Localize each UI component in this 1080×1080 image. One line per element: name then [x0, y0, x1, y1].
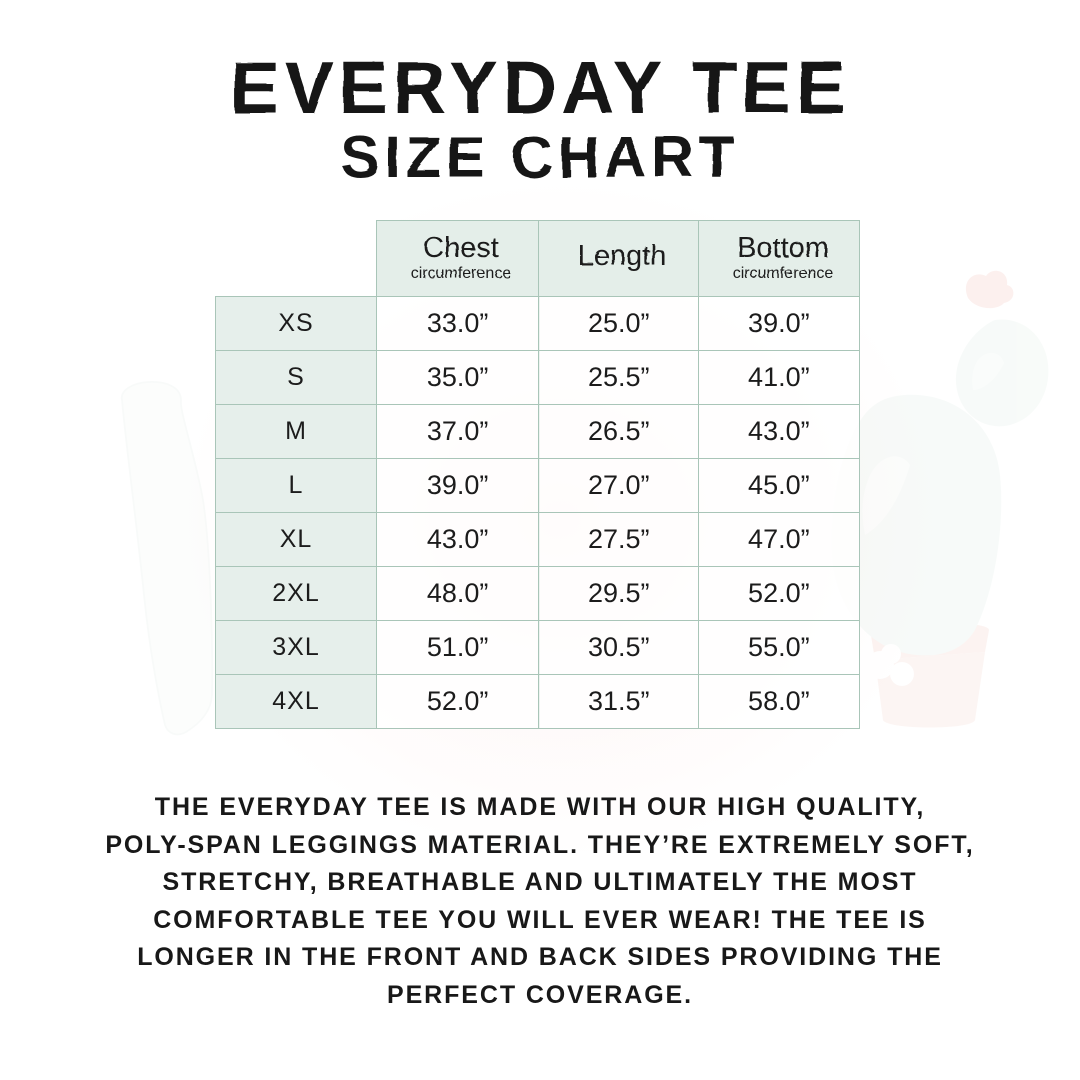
svg-text:EVERYDAY TEE: EVERYDAY TEE: [230, 46, 851, 129]
svg-text:SIZE CHART: SIZE CHART: [341, 125, 739, 190]
